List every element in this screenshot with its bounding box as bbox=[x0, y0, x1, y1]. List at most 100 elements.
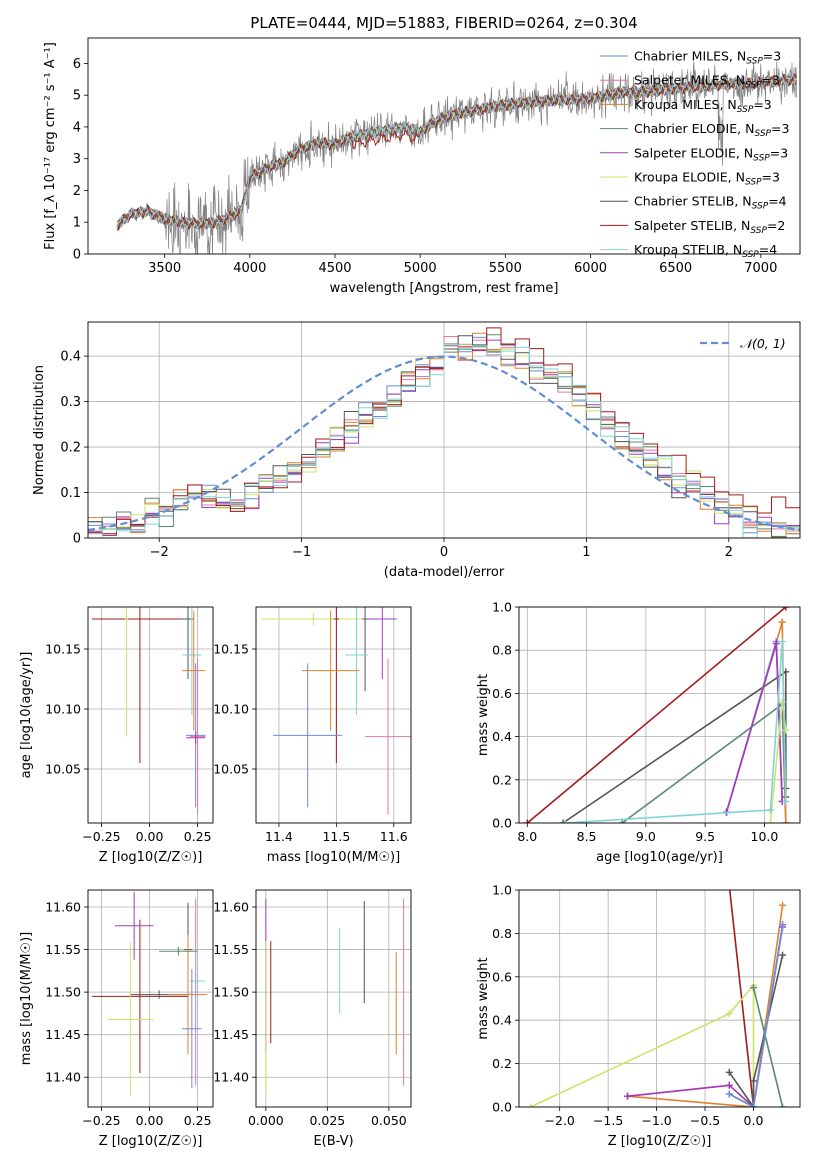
y-tick-label: 1 bbox=[73, 216, 81, 231]
weight-marker-salpeter_elodie bbox=[624, 1092, 632, 1100]
x-tick-label: −0.25 bbox=[82, 1113, 120, 1128]
x-tick-label: 0 bbox=[440, 545, 448, 560]
weight-marker-salpeter_elodie bbox=[725, 1081, 733, 1089]
axes-frame bbox=[87, 321, 801, 539]
weight-line-chabrier_miles bbox=[728, 924, 784, 1107]
x-tick-label: 11.5 bbox=[322, 829, 350, 844]
axes-frame bbox=[255, 606, 412, 824]
legend-label-salpeter_miles: Salpeter MILES, NSSP=3 bbox=[634, 73, 780, 91]
legend-label-normal: 𝒩(0, 1) bbox=[740, 336, 786, 351]
x-tick-label: −1.5 bbox=[593, 1113, 623, 1128]
legend-label-salpeter_stelib: Salpeter STELIB, NSSP=2 bbox=[634, 218, 785, 236]
weight-line-chabrier_elodie bbox=[621, 702, 787, 823]
x-tick-label: 10.0 bbox=[751, 829, 779, 844]
x-tick-label: 6500 bbox=[659, 261, 692, 276]
legend-label-chabrier_stelib: Chabrier STELIB, NSSP=4 bbox=[634, 194, 787, 212]
x-tick-label: 3500 bbox=[148, 261, 181, 276]
observed-spectrum-line bbox=[116, 61, 797, 254]
y-tick-label: 0.8 bbox=[492, 926, 512, 941]
histogram-data bbox=[88, 327, 800, 538]
age-weight-data bbox=[523, 607, 790, 823]
weight-marker-chabrier_stelib bbox=[779, 951, 787, 959]
y-tick-label: 10.10 bbox=[45, 702, 81, 717]
axes-frame bbox=[518, 889, 801, 1108]
y-tick-label: 5 bbox=[73, 89, 81, 104]
y-tick-label: 10.15 bbox=[213, 642, 249, 657]
weight-marker-kroupa_elodie bbox=[725, 1010, 733, 1018]
y-tick-label: 11.55 bbox=[213, 942, 249, 957]
y-axis-label: Normed distribution bbox=[32, 365, 47, 495]
y-tick-label: 11.45 bbox=[213, 1027, 249, 1042]
x-axis-label: Z [log10(Z/Z☉)] bbox=[99, 1134, 203, 1149]
legend-label-kroupa_elodie: Kroupa ELODIE, NSSP=3 bbox=[634, 170, 780, 188]
legend-label-kroupa_miles: Kroupa MILES, NSSP=3 bbox=[634, 97, 772, 115]
spectrum-data bbox=[116, 61, 798, 254]
x-tick-label: 0.025 bbox=[309, 1113, 345, 1128]
y-tick-label: 11.60 bbox=[45, 900, 81, 915]
x-tick-label: 8.5 bbox=[577, 829, 597, 844]
legend-label-chabrier_miles: Chabrier MILES, NSSP=3 bbox=[634, 49, 781, 67]
metallicity-weight-plot: −2.0 −1.5 −1.0 −0.5 0.0 0.0 0.2 0.4 0.6 0.8 1.0 Z [… bbox=[476, 882, 801, 1149]
weight-marker-chabrier_elodie bbox=[749, 984, 757, 992]
weight-marker-salpeter_stelib bbox=[726, 882, 733, 889]
weight-marker-kroupa_stelib bbox=[766, 806, 774, 814]
model-line-kroupa_stelib bbox=[116, 73, 797, 231]
ebv-mass-data bbox=[265, 898, 405, 1095]
x-tick-label: 7000 bbox=[744, 261, 777, 276]
x-tick-label: 0.000 bbox=[248, 1113, 284, 1128]
mass-age-data bbox=[261, 607, 411, 815]
weight-marker-kroupa_miles bbox=[778, 618, 786, 626]
y-tick-label: 0.2 bbox=[492, 1056, 512, 1071]
weight-marker-chabrier_miles bbox=[749, 1103, 757, 1107]
axes-frame bbox=[87, 606, 214, 824]
y-tick-label: 11.60 bbox=[213, 900, 249, 915]
y-tick-label: 0.2 bbox=[60, 441, 81, 456]
y-tick-label: 0.0 bbox=[492, 1100, 512, 1115]
ebv-mass-plot: 0.000 0.025 0.050 11.40 11.45 11.50 11.55 11.60… bbox=[213, 889, 412, 1149]
y-tick-label: 10.05 bbox=[45, 762, 81, 777]
y-tick-label: 0 bbox=[73, 248, 81, 263]
weight-marker-kroupa_miles bbox=[779, 901, 787, 909]
weight-marker-salpeter_elodie bbox=[772, 640, 780, 648]
x-axis-label: age [log10(age/yr)] bbox=[596, 850, 723, 865]
x-axis-label: (data-model)/error bbox=[384, 565, 505, 580]
y-tick-label: 11.40 bbox=[45, 1070, 81, 1085]
axes-frame bbox=[255, 889, 412, 1108]
weight-marker-kroupa_stelib bbox=[561, 819, 569, 823]
weight-line-salpeter_stelib bbox=[526, 607, 787, 823]
metallicity-mass-plot: −0.25 0.00 0.25 11.40 11.45 11.50 11.55 11.60 Z … bbox=[19, 889, 214, 1149]
y-tick-label: 0.0 bbox=[492, 816, 512, 831]
legend-label-salpeter_elodie: Salpeter ELODIE, NSSP=3 bbox=[634, 145, 788, 163]
x-tick-label: −1.0 bbox=[641, 1113, 671, 1128]
y-axis-label: mass weight bbox=[476, 674, 491, 756]
x-tick-label: 0.25 bbox=[184, 829, 212, 844]
x-tick-label: 11.4 bbox=[265, 829, 293, 844]
weight-marker-chabrier_miles bbox=[725, 1090, 733, 1098]
y-tick-label: 0.4 bbox=[492, 729, 512, 744]
x-tick-label: 6000 bbox=[574, 261, 607, 276]
y-tick-label: 2 bbox=[73, 184, 81, 199]
y-tick-label: 6 bbox=[73, 57, 81, 72]
y-tick-label: 11.40 bbox=[213, 1070, 249, 1085]
weight-marker-kroupa_stelib bbox=[782, 797, 790, 805]
legend-label-kroupa_stelib: Kroupa STELIB, NSSP=4 bbox=[634, 242, 777, 260]
legend-label-chabrier_elodie: Chabrier ELODIE, NSSP=3 bbox=[634, 121, 789, 139]
weight-marker-chabrier_stelib bbox=[725, 1068, 733, 1076]
weight-marker-kroupa_elodie bbox=[778, 698, 786, 706]
x-tick-label: −1 bbox=[292, 545, 311, 560]
y-tick-label: 1.0 bbox=[492, 600, 512, 615]
x-tick-label: 2 bbox=[725, 545, 733, 560]
weight-marker-kroupa_elodie bbox=[766, 819, 774, 823]
x-tick-label: 4500 bbox=[318, 261, 351, 276]
x-tick-label: 4000 bbox=[233, 261, 266, 276]
normal-curve-line bbox=[88, 355, 800, 532]
x-tick-label: −2.0 bbox=[545, 1113, 575, 1128]
weight-line-chabrier_stelib bbox=[562, 670, 787, 823]
x-tick-label: −0.5 bbox=[690, 1113, 720, 1128]
x-tick-label: 0.00 bbox=[136, 829, 164, 844]
y-tick-label: 10.05 bbox=[213, 762, 249, 777]
y-tick-label: 0.8 bbox=[492, 643, 512, 658]
weight-marker-chabrier_stelib bbox=[559, 819, 567, 823]
y-tick-label: 0.6 bbox=[492, 969, 512, 984]
weight-marker-kroupa_stelib bbox=[778, 638, 786, 646]
